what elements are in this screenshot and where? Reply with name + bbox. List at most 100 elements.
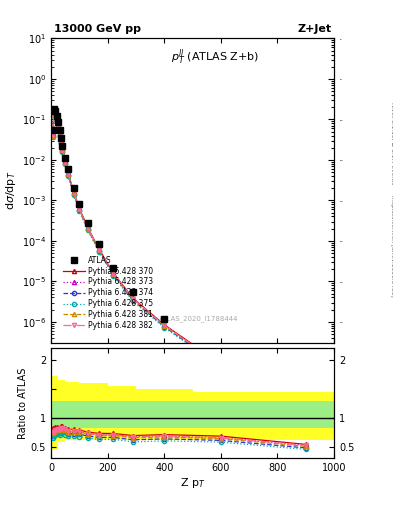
ATLAS — [97, 241, 101, 247]
Pythia 6.428 382 — [60, 146, 65, 153]
ATLAS — [303, 397, 308, 403]
Pythia 6.428 381 — [66, 171, 70, 177]
Pythia 6.428 382 — [56, 123, 61, 129]
Pythia 6.428 370 — [54, 116, 59, 122]
Pythia 6.428 382 — [162, 322, 167, 328]
Pythia 6.428 370 — [59, 138, 63, 144]
ATLAS — [66, 166, 70, 172]
Pythia 6.428 381 — [57, 131, 62, 137]
Line: ATLAS: ATLAS — [50, 106, 309, 403]
Pythia 6.428 374 — [97, 248, 101, 254]
Pythia 6.428 382 — [59, 138, 63, 144]
Pythia 6.428 373 — [162, 322, 167, 328]
Pythia 6.428 374 — [162, 324, 167, 330]
Pythia 6.428 381 — [111, 271, 116, 277]
Pythia 6.428 373 — [57, 131, 62, 137]
Pythia 6.428 374 — [63, 160, 68, 166]
Pythia 6.428 370 — [66, 169, 70, 176]
Pythia 6.428 375 — [303, 411, 308, 417]
Pythia 6.428 370 — [162, 322, 167, 328]
Pythia 6.428 370 — [56, 122, 61, 129]
Line: Pythia 6.428 381: Pythia 6.428 381 — [50, 112, 308, 415]
Pythia 6.428 375 — [162, 325, 167, 331]
Pythia 6.428 373 — [59, 138, 63, 144]
Pythia 6.428 374 — [131, 297, 136, 304]
ATLAS — [86, 220, 90, 226]
Pythia 6.428 381 — [97, 247, 101, 253]
Pythia 6.428 370 — [63, 159, 68, 165]
Pythia 6.428 374 — [60, 147, 65, 154]
Pythia 6.428 381 — [162, 323, 167, 329]
Pythia 6.428 370 — [60, 145, 65, 152]
Pythia 6.428 381 — [77, 206, 82, 212]
Pythia 6.428 370 — [53, 111, 58, 117]
Pythia 6.428 382 — [50, 132, 55, 138]
Pythia 6.428 375 — [59, 140, 63, 146]
ATLAS — [77, 201, 82, 207]
Pythia 6.428 373 — [51, 111, 56, 117]
Pythia 6.428 373 — [50, 132, 55, 138]
Pythia 6.428 375 — [111, 272, 116, 279]
Pythia 6.428 370 — [131, 295, 136, 302]
Pythia 6.428 374 — [53, 113, 58, 119]
Pythia 6.428 381 — [50, 133, 55, 139]
Pythia 6.428 382 — [86, 225, 90, 231]
Pythia 6.428 374 — [86, 226, 90, 232]
Pythia 6.428 381 — [56, 123, 61, 130]
ATLAS — [56, 119, 61, 125]
Pythia 6.428 374 — [57, 132, 62, 138]
Pythia 6.428 382 — [97, 247, 101, 253]
Pythia 6.428 381 — [72, 190, 76, 196]
Pythia 6.428 374 — [54, 118, 59, 124]
Pythia 6.428 375 — [63, 161, 68, 167]
Pythia 6.428 373 — [86, 225, 90, 231]
Text: ATLAS_2020_I1788444: ATLAS_2020_I1788444 — [158, 315, 238, 322]
Pythia 6.428 370 — [50, 131, 55, 137]
Pythia 6.428 370 — [111, 270, 116, 276]
Line: Pythia 6.428 373: Pythia 6.428 373 — [50, 112, 308, 414]
Pythia 6.428 373 — [66, 170, 70, 177]
Pythia 6.428 374 — [50, 133, 55, 139]
Pythia 6.428 373 — [111, 270, 116, 276]
Text: 13000 GeV pp: 13000 GeV pp — [54, 24, 141, 34]
ATLAS — [219, 354, 223, 360]
Pythia 6.428 370 — [303, 408, 308, 414]
Pythia 6.428 381 — [59, 139, 63, 145]
Line: Pythia 6.428 382: Pythia 6.428 382 — [50, 112, 308, 414]
X-axis label: Z p$_T$: Z p$_T$ — [180, 476, 206, 490]
ATLAS — [53, 108, 58, 114]
Pythia 6.428 373 — [63, 159, 68, 165]
Pythia 6.428 373 — [303, 409, 308, 415]
Pythia 6.428 374 — [66, 172, 70, 178]
Pythia 6.428 382 — [66, 170, 70, 177]
Text: $p_T^{ll}$ (ATLAS Z+b): $p_T^{ll}$ (ATLAS Z+b) — [171, 48, 259, 67]
Y-axis label: Ratio to ATLAS: Ratio to ATLAS — [18, 368, 28, 439]
Pythia 6.428 370 — [51, 110, 56, 116]
ATLAS — [63, 155, 68, 161]
ATLAS — [111, 264, 116, 270]
Pythia 6.428 381 — [131, 296, 136, 303]
Pythia 6.428 381 — [86, 225, 90, 231]
Pythia 6.428 375 — [86, 227, 90, 233]
Y-axis label: d$\sigma$/dp$_T$: d$\sigma$/dp$_T$ — [4, 171, 18, 210]
Pythia 6.428 381 — [63, 159, 68, 165]
Pythia 6.428 374 — [111, 272, 116, 278]
Pythia 6.428 374 — [77, 207, 82, 214]
Legend: ATLAS, Pythia 6.428 370, Pythia 6.428 373, Pythia 6.428 374, Pythia 6.428 375, P: ATLAS, Pythia 6.428 370, Pythia 6.428 37… — [63, 255, 153, 330]
ATLAS — [131, 289, 136, 295]
Pythia 6.428 375 — [56, 125, 61, 131]
Pythia 6.428 375 — [50, 134, 55, 140]
Pythia 6.428 370 — [77, 205, 82, 211]
Line: Pythia 6.428 370: Pythia 6.428 370 — [50, 111, 308, 413]
Pythia 6.428 370 — [72, 189, 76, 195]
Pythia 6.428 382 — [53, 112, 58, 118]
Line: Pythia 6.428 374: Pythia 6.428 374 — [50, 113, 308, 415]
Pythia 6.428 381 — [51, 111, 56, 117]
Pythia 6.428 375 — [219, 364, 223, 370]
ATLAS — [60, 143, 65, 149]
ATLAS — [57, 127, 62, 133]
Text: Rivet 3.1.10, ≥ 3.1M events: Rivet 3.1.10, ≥ 3.1M events — [390, 102, 393, 184]
ATLAS — [50, 127, 55, 133]
Pythia 6.428 382 — [77, 206, 82, 212]
Pythia 6.428 381 — [219, 362, 223, 368]
